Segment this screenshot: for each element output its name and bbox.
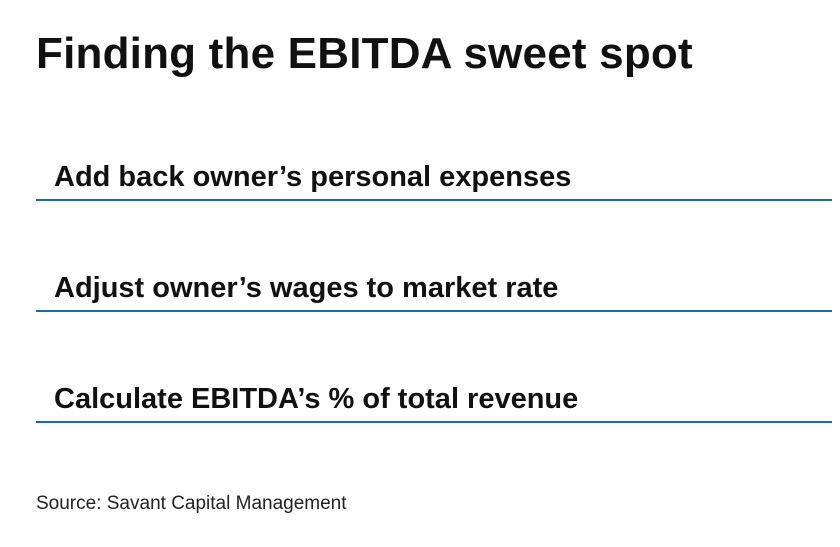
divider — [36, 199, 832, 201]
divider — [36, 421, 832, 423]
source-note: Source: Savant Capital Management — [36, 493, 347, 514]
step-label: Calculate EBITDA’s % of total revenue — [54, 383, 579, 415]
page-title: Finding the EBITDA sweet spot — [36, 29, 693, 78]
step-label: Adjust owner’s wages to market rate — [54, 272, 559, 304]
list-item: Adjust owner’s wages to market rate — [36, 261, 832, 372]
divider — [36, 310, 832, 312]
list-item: Calculate EBITDA’s % of total revenue — [36, 372, 832, 483]
step-label: Add back owner’s personal expenses — [54, 161, 572, 193]
steps-list: Add back owner’s personal expenses Adjus… — [36, 150, 832, 483]
list-item: Add back owner’s personal expenses — [36, 150, 832, 261]
